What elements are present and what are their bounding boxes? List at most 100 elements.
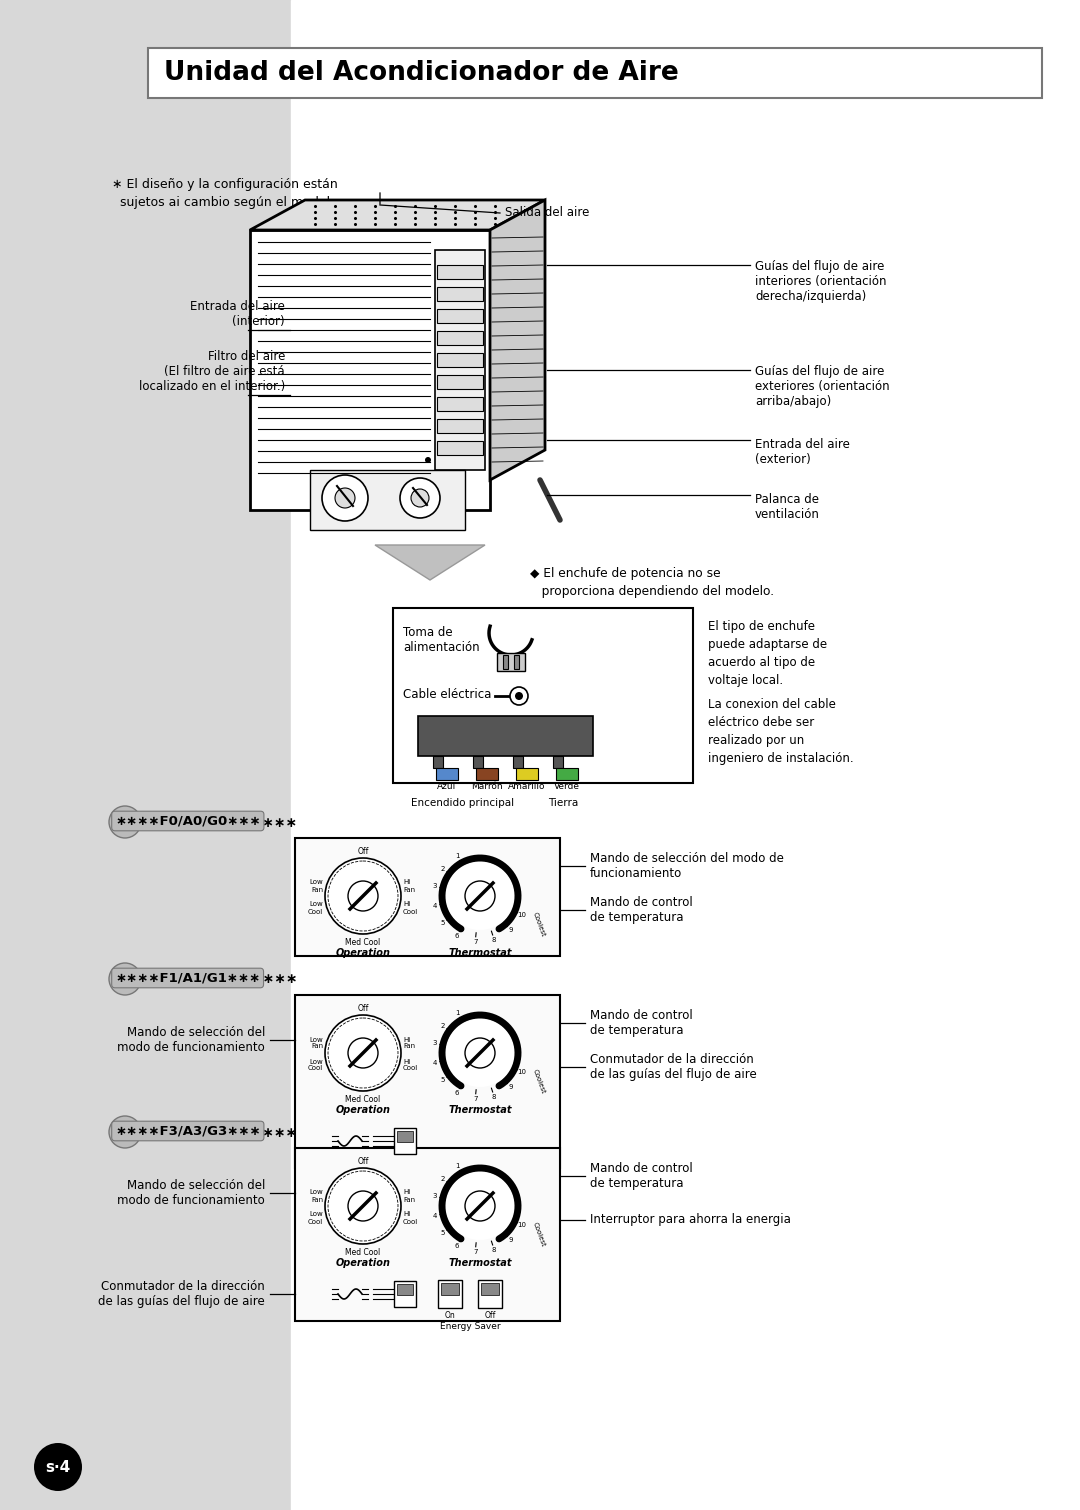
Text: ∗∗∗∗F3/A3/G3∗∗∗: ∗∗∗∗F3/A3/G3∗∗∗	[145, 1125, 297, 1139]
Text: Guías del flujo de aire
exteriores (orientación
arriba/abajo): Guías del flujo de aire exteriores (orie…	[755, 365, 890, 408]
Bar	[394, 1280, 416, 1308]
Text: On: On	[445, 1311, 456, 1320]
Bar	[437, 374, 483, 390]
Text: Off: Off	[484, 1311, 496, 1320]
Text: ∗∗∗∗F0/A0/G0∗∗∗: ∗∗∗∗F0/A0/G0∗∗∗	[114, 814, 260, 827]
Bar	[418, 716, 593, 757]
Text: 10: 10	[517, 1069, 527, 1075]
Text: Thermostat: Thermostat	[448, 948, 512, 957]
Circle shape	[109, 963, 141, 995]
Text: Low
Cool: Low Cool	[308, 1059, 323, 1072]
Text: Interruptor para ahorra la energia: Interruptor para ahorra la energia	[590, 1214, 791, 1226]
Bar	[113, 1120, 293, 1142]
Text: ∗∗∗∗F1/A1/G1∗∗∗: ∗∗∗∗F1/A1/G1∗∗∗	[145, 972, 297, 986]
Circle shape	[325, 1169, 401, 1244]
Bar	[295, 838, 561, 956]
Text: 7: 7	[473, 939, 477, 945]
Text: Hi
Cool: Hi Cool	[403, 901, 418, 915]
Bar	[394, 1128, 416, 1154]
Circle shape	[325, 1015, 401, 1092]
Bar	[291, 0, 1080, 1510]
Text: Hi
Cool: Hi Cool	[403, 1211, 418, 1225]
Text: Conmutador de la dirección
de las guías del flujo de aire: Conmutador de la dirección de las guías …	[590, 1052, 757, 1081]
Text: Coolest: Coolest	[532, 911, 546, 938]
Text: Unidad del Acondicionador de Aire: Unidad del Acondicionador de Aire	[164, 60, 678, 86]
Bar	[473, 757, 483, 769]
Text: Mando de control
de temperatura: Mando de control de temperatura	[590, 1009, 692, 1037]
Circle shape	[426, 458, 431, 464]
Bar	[513, 757, 523, 769]
Text: Energy Saver: Energy Saver	[440, 1321, 500, 1330]
Text: Med Cool: Med Cool	[346, 1095, 380, 1104]
Text: 4: 4	[433, 903, 437, 909]
Bar	[478, 1280, 502, 1308]
Bar	[437, 418, 483, 433]
Bar	[397, 1131, 413, 1142]
Bar	[295, 995, 561, 1169]
Text: ∗∗∗∗F3/A3/G3∗∗∗: ∗∗∗∗F3/A3/G3∗∗∗	[114, 1125, 260, 1137]
Bar	[148, 48, 1042, 98]
Bar	[437, 264, 483, 279]
Text: Med Cool: Med Cool	[346, 1247, 380, 1256]
Text: Hi
Cool: Hi Cool	[403, 1059, 418, 1072]
Text: Conmutador de la dirección
de las guías del flujo de aire: Conmutador de la dirección de las guías …	[98, 1280, 265, 1308]
Bar	[497, 652, 525, 670]
Circle shape	[109, 806, 141, 838]
Text: Low
Fan: Low Fan	[309, 879, 323, 892]
Text: 8: 8	[492, 1247, 497, 1253]
Text: Low
Fan: Low Fan	[309, 1190, 323, 1202]
Circle shape	[465, 880, 495, 911]
Text: 10: 10	[517, 1222, 527, 1228]
Text: 7: 7	[473, 1249, 477, 1255]
Text: 3: 3	[433, 1040, 437, 1046]
Text: La conexion del cable
eléctrico debe ser
realizado por un
ingeniero de instalaci: La conexion del cable eléctrico debe ser…	[708, 698, 853, 766]
Circle shape	[446, 1172, 514, 1240]
Text: Off: Off	[357, 847, 368, 856]
Text: ※: ※	[119, 972, 131, 986]
Text: 3: 3	[433, 1193, 437, 1199]
Text: Hi
Fan: Hi Fan	[403, 879, 415, 892]
Text: Amarillo: Amarillo	[509, 782, 545, 791]
Circle shape	[348, 1191, 378, 1222]
Text: Off: Off	[357, 1004, 368, 1013]
Text: 2: 2	[441, 865, 445, 871]
Bar	[476, 769, 498, 781]
Circle shape	[446, 862, 514, 930]
Text: Marrón: Marrón	[471, 782, 503, 791]
Bar	[295, 1148, 561, 1321]
Text: 4: 4	[433, 1060, 437, 1066]
Text: ※: ※	[119, 1125, 131, 1139]
Polygon shape	[490, 199, 545, 480]
Bar	[481, 1284, 499, 1296]
Circle shape	[465, 1191, 495, 1222]
Text: Off: Off	[357, 1157, 368, 1166]
Bar	[0, 0, 291, 1510]
Text: 9: 9	[509, 927, 513, 933]
Text: Azul: Azul	[437, 782, 457, 791]
Text: 6: 6	[455, 933, 459, 939]
Bar	[433, 757, 443, 769]
Circle shape	[335, 488, 355, 507]
Bar	[113, 966, 293, 989]
Text: Mando de selección del
modo de funcionamiento: Mando de selección del modo de funcionam…	[118, 1179, 265, 1206]
Text: Mando de control
de temperatura: Mando de control de temperatura	[590, 895, 692, 924]
Text: Tierra: Tierra	[548, 797, 578, 808]
Bar	[393, 609, 693, 784]
Text: s·4: s·4	[45, 1460, 70, 1474]
Bar	[438, 1280, 462, 1308]
Text: Hi
Fan: Hi Fan	[403, 1036, 415, 1049]
Text: Operation: Operation	[336, 948, 391, 957]
Bar	[249, 230, 490, 510]
Text: 5: 5	[441, 1231, 445, 1237]
Text: ∗∗∗∗F0/A0/G0∗∗∗: ∗∗∗∗F0/A0/G0∗∗∗	[145, 815, 297, 829]
Text: Thermostat: Thermostat	[448, 1105, 512, 1114]
Bar	[553, 757, 563, 769]
Text: ◆ El enchufe de potencia no se
   proporciona dependiendo del modelo.: ◆ El enchufe de potencia no se proporcio…	[530, 566, 774, 598]
Text: Palanca de
ventilación: Palanca de ventilación	[755, 492, 820, 521]
Text: ∗∗∗∗F1/A1/G1∗∗∗: ∗∗∗∗F1/A1/G1∗∗∗	[114, 971, 260, 985]
Text: El tipo de enchufe
puede adaptarse de
acuerdo al tipo de
voltaje local.: El tipo de enchufe puede adaptarse de ac…	[708, 621, 827, 687]
Circle shape	[400, 479, 440, 518]
Bar	[435, 251, 485, 470]
Bar	[441, 1284, 459, 1296]
Text: Encendido principal: Encendido principal	[411, 797, 514, 808]
